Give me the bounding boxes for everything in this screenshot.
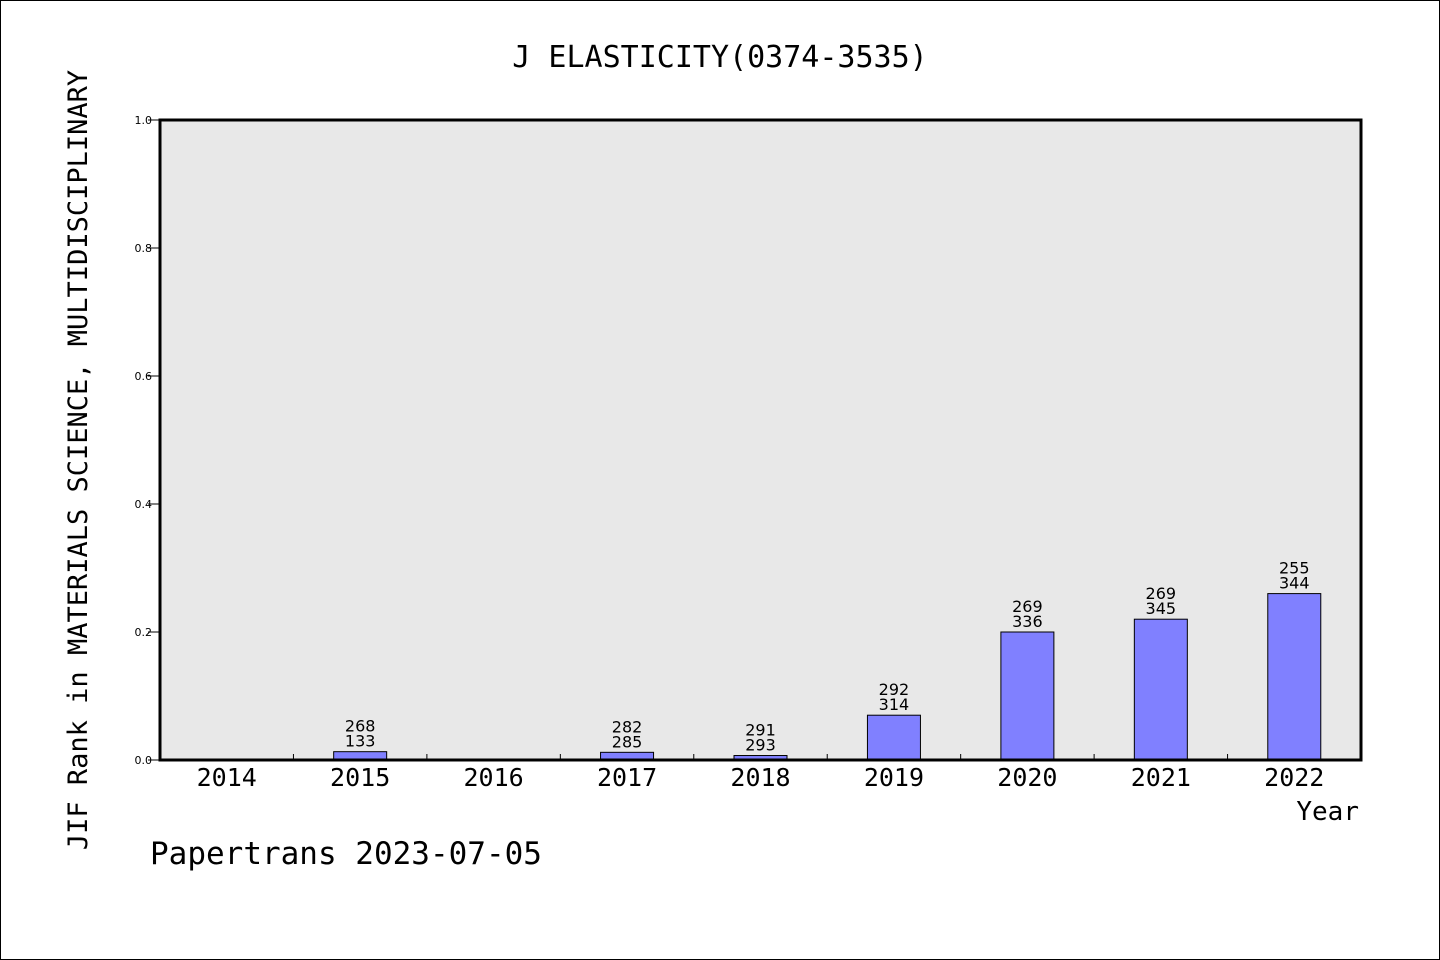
x-tick-label: 2018	[730, 763, 790, 792]
bar-label-top: 269	[1146, 584, 1177, 603]
bar-2021	[1133, 618, 1188, 761]
x-tick-label: 2020	[997, 763, 1057, 792]
bar-label-top: 282	[612, 717, 643, 736]
x-tick-label: 2015	[330, 763, 390, 792]
y-tick-label: 0.2	[135, 626, 153, 639]
bar-label-top: 268	[345, 717, 376, 736]
plot-border	[158, 118, 1363, 762]
bar-2020	[1000, 631, 1055, 761]
x-tick-label: 2021	[1131, 763, 1191, 792]
bar-label-top: 255	[1279, 559, 1310, 578]
bar-label-top: 269	[1012, 597, 1043, 616]
x-tick-label: 2017	[597, 763, 657, 792]
x-axis-label: Year	[1296, 797, 1359, 827]
bar-2022	[1267, 593, 1322, 761]
y-tick-label: 0.8	[135, 242, 153, 255]
bar-2019	[866, 714, 921, 761]
y-axis-label: JIF Rank in MATERIALS SCIENCE, MULTIDISC…	[63, 70, 94, 850]
bar-label-bottom: 285	[612, 732, 643, 751]
bar-label-top: 292	[879, 680, 910, 699]
bar-labels: 2681332822852912932923142693362693452553…	[345, 559, 1310, 755]
footer-credit: Papertrans 2023-07-05	[150, 836, 542, 872]
bar-label-bottom: 314	[879, 695, 910, 714]
bar-label-bottom: 133	[345, 732, 376, 751]
bar-label-top: 291	[745, 721, 776, 740]
x-tick-label: 2019	[864, 763, 924, 792]
y-tick-label: 0.6	[135, 370, 153, 383]
y-tick-label: 0.4	[135, 498, 153, 511]
y-axis: 0.0 0.2 0.4 0.6 0.8 1.0	[135, 114, 160, 767]
bars	[333, 593, 1322, 761]
bar-label-bottom: 345	[1146, 599, 1177, 618]
y-tick-label: 0.0	[135, 754, 153, 767]
x-tick-label: 2016	[464, 763, 524, 792]
bar-label-bottom: 344	[1279, 574, 1310, 593]
chart-title: J ELASTICITY(0374-3535)	[512, 40, 927, 75]
y-tick-label: 1.0	[135, 114, 153, 127]
bar-label-bottom: 336	[1012, 612, 1043, 631]
x-axis: 2014 2015 2016 2017 2018 2019 2020 2021 2022	[197, 754, 1324, 792]
x-tick-label: 2014	[197, 763, 257, 792]
bar-label-bottom: 293	[745, 736, 776, 755]
x-tick-label: 2022	[1264, 763, 1324, 792]
